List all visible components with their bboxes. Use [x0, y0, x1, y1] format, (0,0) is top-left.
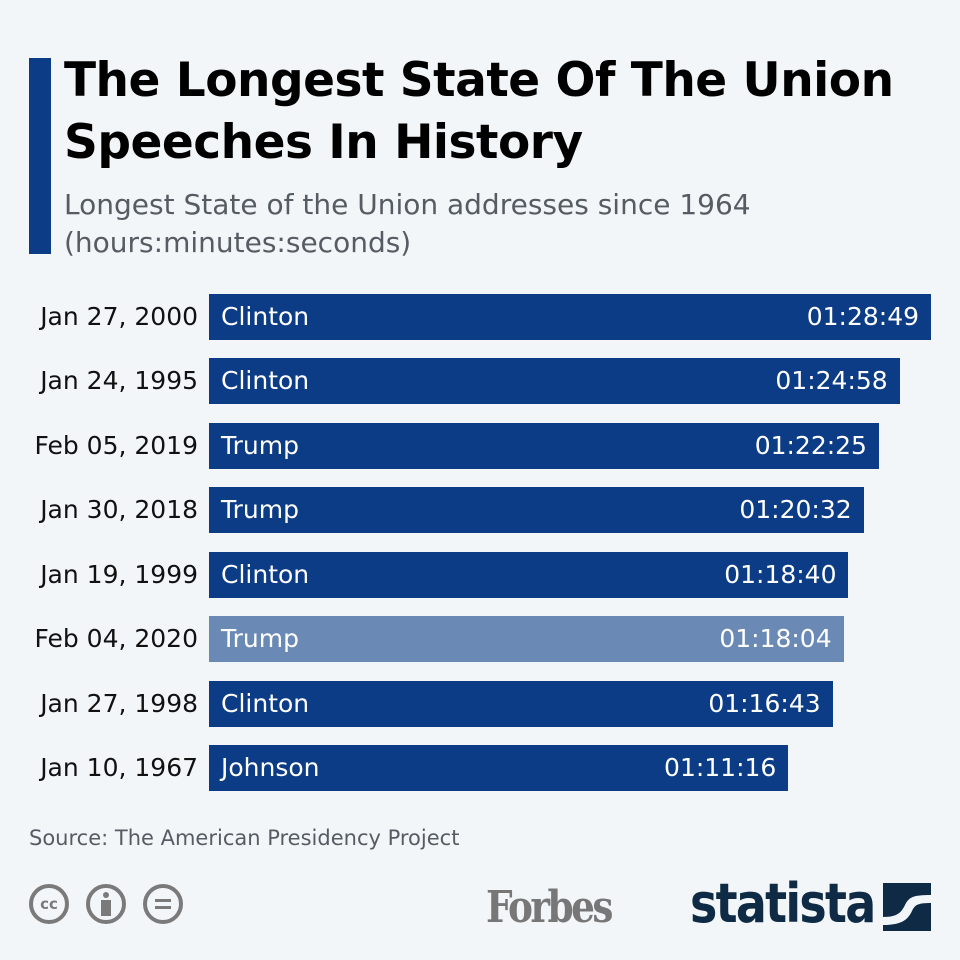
bar: Clinton 01:28:49 [209, 294, 931, 340]
president-label: Clinton [221, 688, 310, 718]
president-label: Trump [221, 624, 299, 654]
bar-row: Feb 05, 2019 Trump 01:22:25 [0, 422, 960, 469]
bar-row: Jan 27, 2000 Clinton 01:28:49 [0, 294, 960, 340]
president-label: Clinton [221, 302, 310, 331]
president-label: Trump [221, 495, 299, 525]
bar: Clinton 01:16:43 [209, 680, 833, 727]
bar: Clinton 01:18:40 [209, 551, 849, 598]
president-label: Clinton [221, 366, 310, 396]
source-note: Source: The American Presidency Project [29, 826, 460, 850]
forbes-logo: Forbes [486, 882, 613, 933]
president-label: Trump [221, 430, 299, 460]
bar: Trump 01:20:32 [209, 487, 864, 534]
category-label: Jan 19, 1999 [40, 559, 198, 589]
statista-logo: statista [690, 872, 876, 935]
category-label: Feb 05, 2019 [34, 430, 198, 460]
president-label: Johnson [221, 753, 320, 783]
bar-row: Jan 19, 1999 Clinton 01:18:40 [0, 551, 960, 598]
data-label: 01:24:58 [775, 366, 888, 396]
bar-row: Jan 10, 1967 Johnson 01:11:16 [0, 745, 960, 792]
bar: Trump 01:18:04 [209, 616, 844, 663]
data-label: 01:18:40 [724, 559, 837, 589]
cc-icon: cc [29, 884, 69, 924]
bar: Johnson 01:11:16 [209, 745, 789, 792]
chart-title: The Longest State Of The Union Speeches … [64, 53, 894, 170]
category-label: Jan 30, 2018 [40, 495, 198, 525]
category-label: Jan 27, 2000 [40, 302, 198, 331]
data-label: 01:18:04 [719, 624, 832, 654]
bar-row: Jan 30, 2018 Trump 01:20:32 [0, 487, 960, 534]
bar-row: Jan 24, 1995 Clinton 01:24:58 [0, 358, 960, 405]
attribution-icon [86, 884, 126, 924]
category-label: Jan 24, 1995 [40, 366, 198, 396]
data-label: 01:22:25 [754, 430, 867, 460]
no-derivatives-icon [143, 884, 183, 924]
statista-logo-icon [883, 883, 931, 931]
category-label: Feb 04, 2020 [34, 624, 198, 654]
bar: Trump 01:22:25 [209, 422, 879, 469]
bar-row: Feb 04, 2020 Trump 01:18:04 [0, 616, 960, 663]
category-label: Jan 10, 1967 [40, 753, 198, 783]
data-label: 01:28:49 [806, 302, 919, 331]
category-label: Jan 27, 1998 [40, 688, 198, 718]
data-label: 01:16:43 [708, 688, 821, 718]
data-label: 01:11:16 [664, 753, 777, 783]
data-label: 01:20:32 [739, 495, 852, 525]
bar: Clinton 01:24:58 [209, 358, 900, 405]
title-accent-bar [29, 58, 51, 254]
bar-row: Jan 27, 1998 Clinton 01:16:43 [0, 680, 960, 727]
president-label: Clinton [221, 559, 310, 589]
chart-subtitle: Longest State of the Union addresses sin… [64, 188, 751, 259]
